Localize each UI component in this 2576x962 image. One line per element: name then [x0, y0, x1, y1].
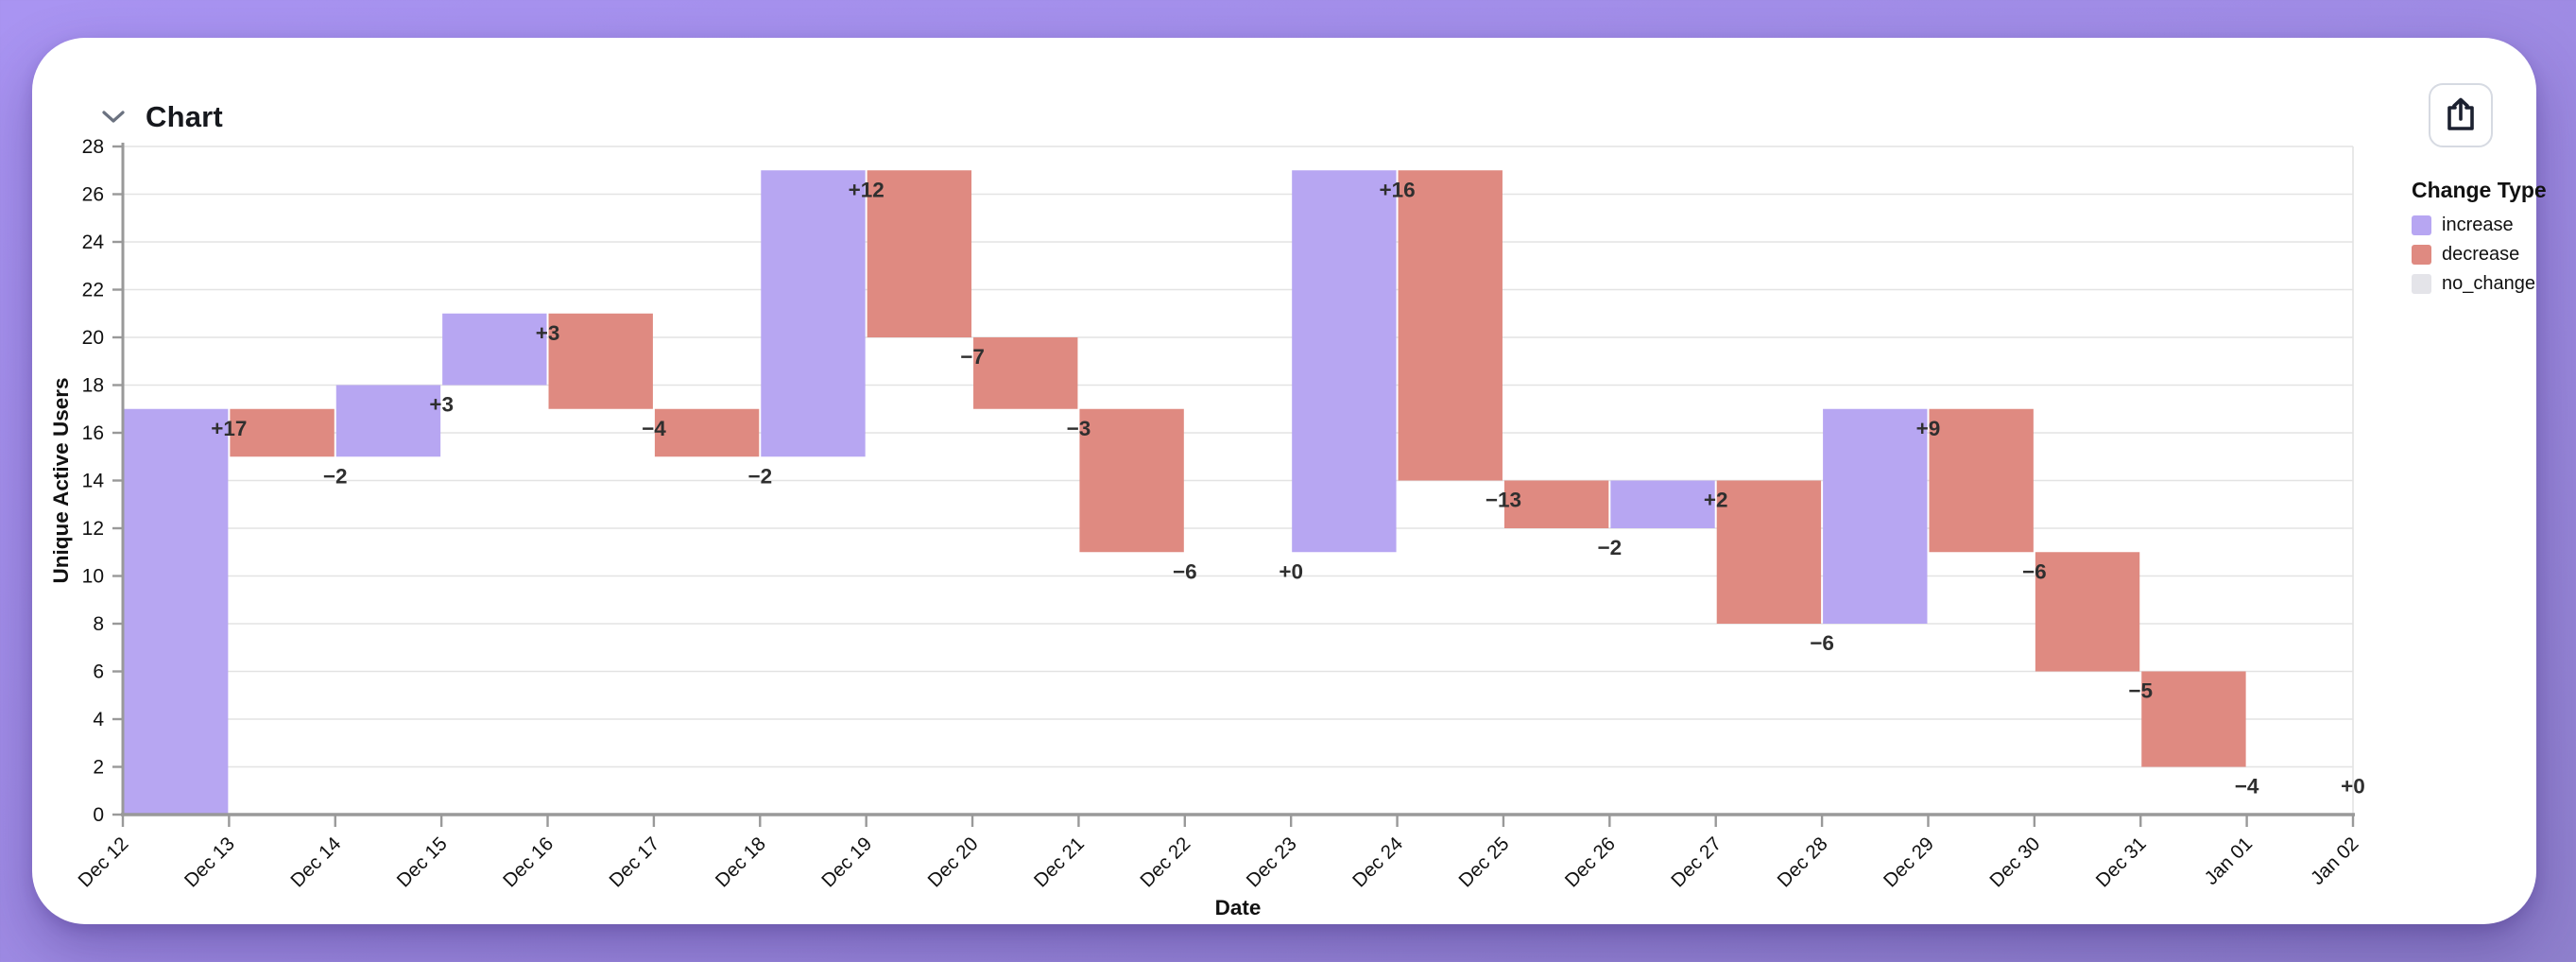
x-tick-label: Jan 02 [2307, 833, 2363, 889]
bar-value-label: −13 [1485, 489, 1521, 512]
legend-item-increase[interactable]: increase [2412, 215, 2576, 235]
y-tick-label: 8 [93, 613, 104, 635]
bar-value-label: +12 [849, 178, 884, 201]
bar-value-label: +0 [2341, 775, 2365, 799]
bar-value-label: −2 [747, 464, 772, 488]
legend-swatch-no_change [2412, 273, 2431, 294]
x-tick-label: Dec 19 [817, 833, 876, 891]
x-tick-label: Dec 23 [1243, 833, 1301, 891]
legend-swatch-decrease [2412, 244, 2431, 265]
y-tick-label: 4 [93, 709, 104, 730]
share-icon [2445, 96, 2477, 135]
legend-item-label: increase [2442, 215, 2514, 235]
x-tick-label: Dec 28 [1773, 833, 1831, 891]
x-tick-label: Dec 17 [605, 833, 663, 891]
bar-value-label: +3 [536, 321, 560, 345]
waterfall-bar-dec-18[interactable] [761, 170, 866, 457]
waterfall-bar-dec-30[interactable] [2035, 552, 2140, 672]
bar-value-label: −6 [2022, 559, 2047, 583]
waterfall-bar-dec-26[interactable] [1610, 480, 1715, 529]
y-tick-label: 10 [82, 566, 104, 588]
x-tick-label: Dec 20 [923, 833, 982, 891]
page-title: Chart [146, 100, 223, 133]
y-tick-label: 0 [93, 804, 104, 826]
x-tick-label: Dec 29 [1880, 833, 1938, 891]
y-tick-label: 16 [82, 422, 104, 444]
x-tick-label: Dec 15 [392, 833, 451, 891]
y-tick-label: 6 [93, 661, 104, 683]
bar-value-label: +17 [211, 417, 247, 440]
bar-value-label: −5 [2128, 679, 2153, 703]
x-tick-label: Dec 13 [180, 833, 239, 891]
bar-value-label: +2 [1704, 489, 1728, 512]
x-tick-label: Jan 01 [2200, 833, 2257, 889]
share-button[interactable] [2429, 83, 2493, 147]
waterfall-bar-dec-23[interactable] [1292, 170, 1397, 553]
x-tick-label: Dec 14 [286, 833, 345, 891]
y-tick-label: 2 [93, 757, 104, 779]
waterfall-bar-dec-19[interactable] [867, 170, 972, 337]
waterfall-bar-dec-12[interactable] [124, 408, 229, 815]
legend-change-type: Change Type increase decrease no_change [2412, 178, 2576, 302]
x-tick-label: Dec 16 [499, 833, 558, 891]
bar-value-label: −4 [642, 417, 666, 440]
legend-item-decrease[interactable]: decrease [2412, 244, 2576, 265]
bar-value-label: +16 [1379, 178, 1415, 201]
x-tick-label: Dec 30 [1985, 833, 2044, 891]
legend-item-label: decrease [2442, 244, 2520, 265]
y-tick-label: 20 [82, 327, 104, 349]
bar-value-label: +9 [1916, 417, 1941, 440]
x-tick-label: Dec 22 [1136, 833, 1194, 891]
waterfall-bar-dec-31[interactable] [2141, 671, 2246, 767]
y-axis-title: Unique Active Users [49, 378, 73, 584]
bar-value-label: +0 [1279, 559, 1303, 583]
legend-item-label: no_change [2442, 273, 2535, 294]
bar-value-label: −2 [323, 464, 348, 488]
x-tick-label: Dec 12 [74, 833, 132, 891]
bar-value-label: −7 [960, 345, 985, 369]
waterfall-bar-dec-13[interactable] [230, 408, 335, 457]
bar-value-label: −2 [1598, 536, 1623, 559]
collapse-chart-button[interactable] [91, 94, 136, 140]
waterfall-bar-dec-28[interactable] [1823, 408, 1928, 624]
waterfall-bar-dec-29[interactable] [1929, 408, 2034, 553]
x-tick-label: Dec 26 [1561, 833, 1620, 891]
bar-value-label: −3 [1067, 417, 1091, 440]
bar-value-label: −6 [1810, 631, 1834, 655]
waterfall-bar-dec-16[interactable] [548, 313, 653, 409]
y-tick-label: 18 [82, 375, 104, 397]
x-tick-label: Dec 27 [1667, 833, 1726, 891]
y-tick-label: 26 [82, 184, 104, 206]
x-tick-label: Dec 18 [712, 833, 770, 891]
waterfall-bar-dec-27[interactable] [1716, 480, 1822, 625]
y-tick-label: 14 [82, 471, 105, 492]
y-tick-label: 22 [82, 280, 104, 301]
waterfall-bar-dec-14[interactable] [335, 385, 441, 457]
waterfall-bar-dec-21[interactable] [1079, 408, 1184, 553]
x-tick-label: Dec 31 [2092, 833, 2151, 891]
x-tick-label: Dec 24 [1348, 833, 1407, 891]
chevron-down-icon [100, 108, 127, 128]
bar-value-label: −4 [2235, 775, 2259, 799]
legend-items: increase decrease no_change [2412, 215, 2576, 294]
waterfall-bar-dec-15[interactable] [442, 313, 547, 386]
waterfall-bar-dec-17[interactable] [654, 408, 760, 457]
bar-value-label: +3 [429, 393, 454, 417]
legend-item-no_change[interactable]: no_change [2412, 273, 2576, 294]
legend-title: Change Type [2412, 178, 2547, 202]
bar-value-label: −6 [1173, 559, 1197, 583]
waterfall-bar-dec-25[interactable] [1503, 480, 1609, 529]
y-tick-label: 24 [82, 232, 105, 253]
x-tick-label: Dec 21 [1030, 833, 1089, 891]
waterfall-bar-dec-20[interactable] [973, 337, 1078, 409]
x-tick-label: Dec 25 [1454, 833, 1513, 891]
y-tick-label: 12 [82, 518, 104, 540]
x-axis-title: Date [1215, 896, 1262, 919]
legend-swatch-increase [2412, 215, 2431, 235]
y-tick-label: 28 [82, 136, 104, 158]
waterfall-bar-dec-24[interactable] [1398, 170, 1503, 481]
